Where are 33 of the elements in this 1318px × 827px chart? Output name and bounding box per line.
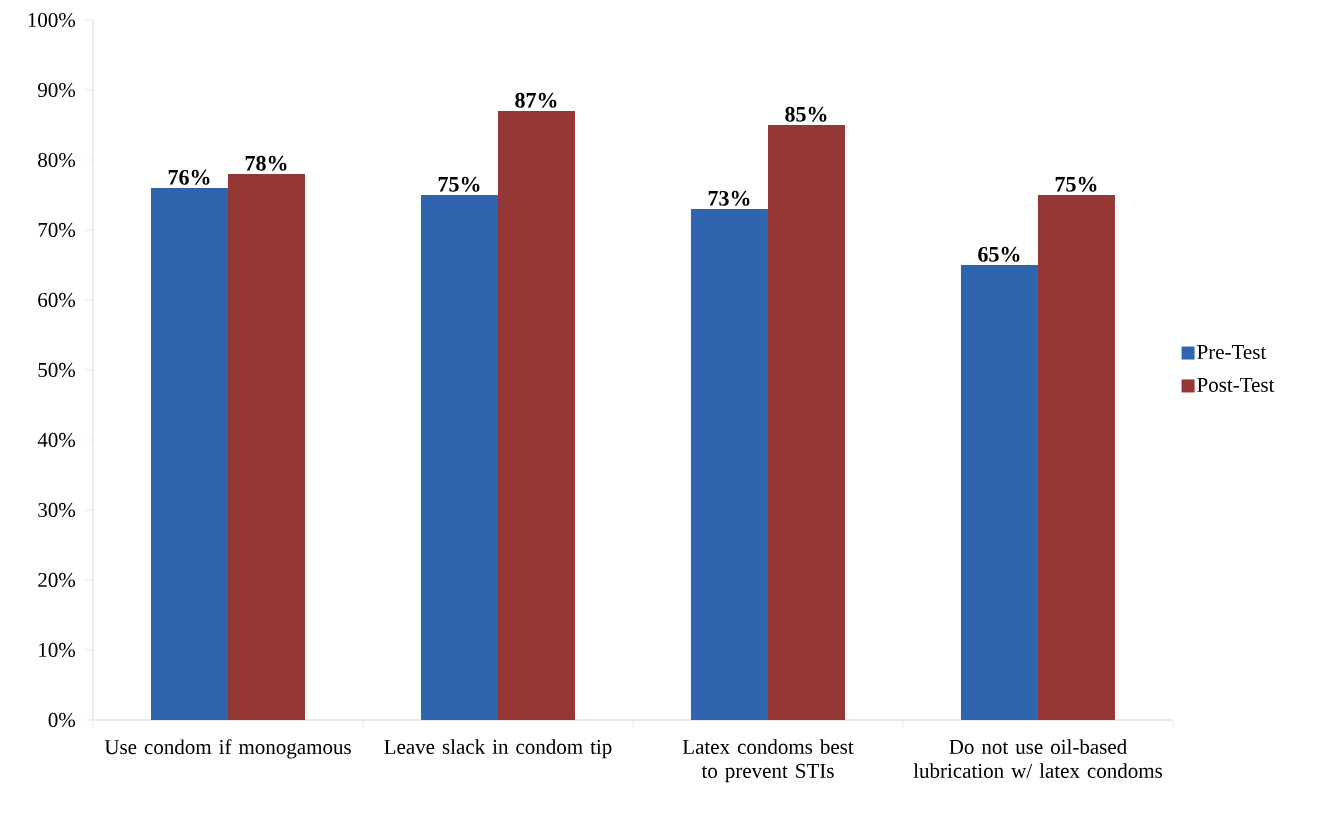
- data-label: 75%: [1055, 176, 1097, 192]
- bar: [960, 264, 1038, 720]
- y-tick-label: 100%: [28, 12, 76, 28]
- y-tick-label: 20%: [38, 572, 76, 588]
- x-tick-label: Leave slack in condom tip: [384, 739, 612, 759]
- y-tick-label: 30%: [38, 502, 76, 518]
- bar: [420, 194, 498, 720]
- bar: [1037, 194, 1115, 720]
- legend-label: Pre-Test: [1197, 345, 1267, 360]
- y-tick-label: 70%: [38, 222, 76, 238]
- y-tick-label: 80%: [38, 152, 76, 168]
- y-tick-label: 40%: [37, 432, 76, 448]
- bar: [497, 110, 575, 720]
- y-tick-label: 0%: [48, 712, 76, 728]
- data-label: 75%: [438, 176, 480, 192]
- y-tick-label: 90%: [37, 82, 76, 98]
- data-label: 85%: [785, 106, 827, 122]
- data-label: 78%: [245, 155, 287, 171]
- x-tick-label: Latex condoms best to prevent STIs: [682, 739, 854, 783]
- x-tick-label: Do not use oil-based lubrication w/ latex condoms: [913, 739, 1163, 778]
- data-label: 65%: [978, 246, 1020, 262]
- y-tick-label: 60%: [38, 292, 76, 308]
- y-tick-label: 10%: [39, 642, 76, 658]
- bar: [151, 187, 228, 720]
- legend-label: Post-Test: [1197, 377, 1275, 392]
- data-label: 73%: [708, 190, 750, 206]
- y-tick-label: 50%: [38, 362, 76, 378]
- x-tick-label: Use condom if monogamous: [104, 739, 351, 759]
- bar: [767, 124, 845, 720]
- bar: [228, 173, 305, 720]
- data-label: 87%: [515, 92, 557, 108]
- bar: [690, 208, 768, 720]
- data-label: 76%: [168, 169, 210, 185]
